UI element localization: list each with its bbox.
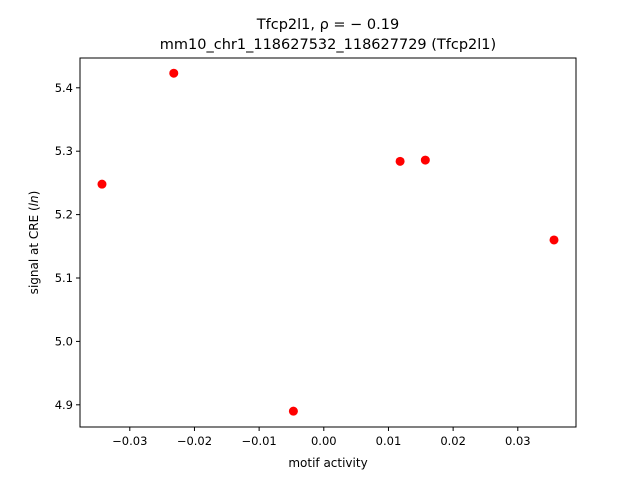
x-tick-label: −0.03 bbox=[112, 434, 147, 448]
data-point bbox=[288, 406, 298, 416]
x-tick-label: 0.02 bbox=[440, 434, 466, 448]
chart-title-line1: Tfcp2l1, ρ = − 0.19 bbox=[256, 17, 399, 33]
x-tick-label: −0.01 bbox=[242, 434, 277, 448]
data-point bbox=[169, 68, 179, 78]
x-axis-label: motif activity bbox=[288, 456, 367, 470]
x-axis-ticks: −0.03 −0.02 −0.01 0.00 0.01 0.02 0.03 bbox=[112, 427, 531, 448]
x-tick-label: 0.01 bbox=[376, 434, 402, 448]
data-point bbox=[395, 156, 405, 166]
y-axis-label: signal at CRE (ln) bbox=[27, 191, 41, 295]
y-tick-label: 5.1 bbox=[55, 271, 73, 285]
y-axis-label-prefix: signal at CRE ( bbox=[27, 206, 41, 294]
plot-area-frame bbox=[79, 57, 577, 428]
y-tick-label: 4.9 bbox=[55, 398, 73, 412]
chart-title-line2: mm10_chr1_118627532_118627729 (Tfcp2l1) bbox=[160, 37, 496, 53]
data-point bbox=[420, 155, 430, 165]
x-tick-label: 0.03 bbox=[505, 434, 531, 448]
data-point bbox=[97, 179, 107, 189]
y-tick-label: 5.4 bbox=[55, 81, 73, 95]
data-points bbox=[97, 68, 559, 416]
data-point bbox=[549, 235, 559, 245]
y-axis-label-italic: ln bbox=[27, 195, 41, 206]
x-tick-label: −0.02 bbox=[177, 434, 212, 448]
y-tick-label: 5.2 bbox=[55, 208, 73, 222]
y-tick-label: 5.3 bbox=[55, 144, 73, 158]
x-tick-label: 0.00 bbox=[311, 434, 337, 448]
y-axis-ticks: 4.9 5.0 5.1 5.2 5.3 5.4 bbox=[55, 81, 80, 412]
y-tick-label: 5.0 bbox=[55, 334, 73, 348]
y-axis-label-suffix: ) bbox=[27, 191, 41, 196]
